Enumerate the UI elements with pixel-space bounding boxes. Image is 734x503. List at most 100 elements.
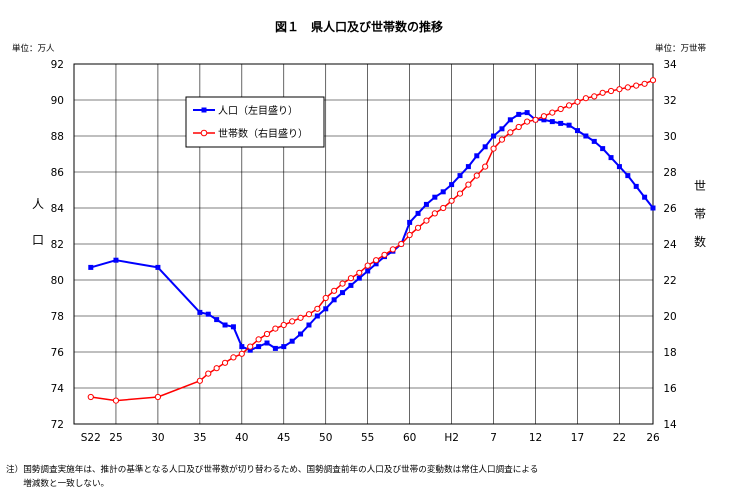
population-point (524, 110, 530, 116)
right-tick-label: 20 (663, 311, 676, 323)
household-point (398, 240, 405, 248)
population-point (457, 173, 463, 179)
right-tick-label: 24 (663, 239, 677, 251)
series-line-1 (90, 79, 654, 402)
household-point (574, 98, 581, 105)
population-point (281, 344, 287, 350)
population-point (205, 311, 211, 317)
population-point (423, 201, 429, 207)
x-tick-label: 40 (235, 432, 248, 444)
x-tick-label: 26 (646, 432, 660, 444)
population-point (298, 331, 304, 337)
household-point (314, 305, 321, 312)
population-point (230, 324, 236, 330)
household-point (465, 181, 472, 188)
household-point (565, 102, 573, 109)
population-point (247, 347, 253, 353)
right-tick-label: 18 (663, 347, 676, 359)
household-point (641, 80, 648, 87)
household-point (213, 365, 220, 372)
household-point (607, 87, 615, 95)
left-tick-label: 76 (51, 347, 65, 359)
population-point (549, 119, 555, 125)
population-point (566, 122, 572, 128)
right-y-axis: 14 16 18 20 22 24 26 28 30 32 34 (663, 59, 677, 431)
household-point (507, 129, 514, 136)
population-point (214, 317, 220, 323)
x-tick-label: S22 (81, 432, 101, 444)
left-axis-unit: 単位：万人 (12, 43, 55, 54)
left-tick-label: 90 (51, 95, 64, 107)
population-point (306, 322, 312, 328)
population-point (289, 338, 295, 344)
household-point (347, 275, 355, 282)
household-point (540, 113, 548, 120)
left-tick-label: 92 (51, 59, 64, 71)
household-point (490, 145, 497, 152)
household-point (440, 204, 447, 212)
population-point (222, 322, 228, 328)
population-point (272, 345, 278, 351)
household-point (331, 287, 338, 294)
population-point (608, 155, 614, 161)
household-point (473, 172, 480, 179)
x-tick-label: 17 (571, 432, 584, 444)
series-line-0 (90, 111, 654, 352)
population-point (407, 219, 413, 225)
household-point (624, 84, 631, 91)
household-point (532, 116, 539, 123)
population-point (239, 344, 245, 350)
right-tick-label: 32 (663, 95, 676, 107)
right-tick-label: 30 (663, 131, 676, 143)
household-point (196, 377, 203, 384)
population-point (197, 309, 203, 315)
household-point (431, 210, 438, 217)
population-point (264, 340, 270, 346)
left-tick-label: 78 (51, 311, 64, 323)
left-tick-label: 80 (51, 275, 64, 287)
right-axis-label-char: 数 (694, 234, 706, 249)
left-tick-label: 72 (51, 419, 64, 431)
right-axis-label-char: 帯 (694, 207, 706, 221)
household-point (482, 163, 489, 170)
household-point (154, 393, 162, 401)
population-point (440, 189, 446, 195)
population-point (650, 205, 656, 211)
household-point (591, 93, 598, 100)
right-axis-label-char: 世 (694, 179, 706, 193)
household-point (255, 336, 262, 343)
left-tick-label: 84 (51, 203, 65, 215)
household-point (456, 190, 464, 197)
right-tick-label: 14 (663, 419, 677, 431)
household-point (389, 246, 396, 253)
legend-marker-households (200, 129, 208, 137)
left-axis-label-char: 人 (32, 197, 44, 211)
population-point (348, 282, 354, 288)
population-point (583, 133, 589, 139)
household-point (289, 318, 296, 325)
footnote-line: 注）国勢調査実施年は、推計の基準となる人口及び世帯数が切り替わるため、国勢調査前… (6, 463, 538, 475)
left-tick-label: 82 (51, 239, 64, 251)
population-point (314, 313, 320, 319)
household-point (582, 95, 589, 102)
population-point (591, 138, 597, 144)
household-point (616, 86, 623, 93)
household-point (372, 257, 380, 264)
population-point (365, 268, 371, 274)
household-point (87, 393, 94, 401)
x-tick-label: 12 (529, 432, 542, 444)
household-point (423, 217, 430, 224)
household-point (364, 262, 371, 269)
right-tick-label: 16 (663, 383, 677, 395)
household-point (221, 359, 229, 366)
household-point (524, 118, 531, 125)
legend-label-population: 人口（左目盛り） (218, 104, 298, 117)
population-point (574, 128, 580, 134)
population-point (600, 146, 606, 152)
left-tick-label: 74 (51, 383, 65, 395)
x-tick-label: 55 (361, 432, 374, 444)
left-y-axis: 72 74 76 78 80 82 84 86 88 90 92 (51, 59, 65, 431)
population-point (482, 144, 488, 150)
population-point (491, 133, 497, 139)
household-point (414, 224, 422, 231)
